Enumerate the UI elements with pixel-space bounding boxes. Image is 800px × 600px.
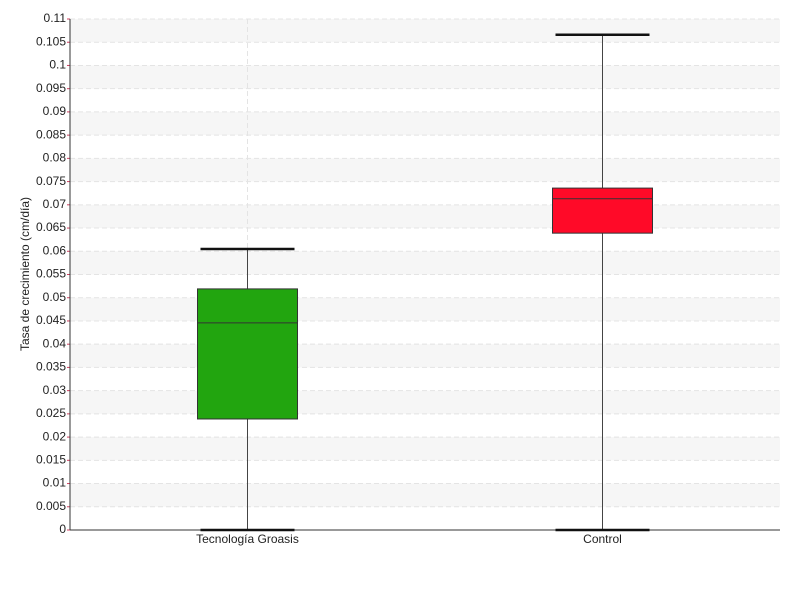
y-tick-label: 0.09 xyxy=(43,104,67,118)
y-tick-label: 0.025 xyxy=(36,406,66,420)
y-axis-label: Tasa de crecimiento (cm/día) xyxy=(18,197,32,351)
x-tick-label: Control xyxy=(583,532,622,546)
box xyxy=(197,288,298,420)
y-tick-label: 0.05 xyxy=(43,290,67,304)
y-tick-label: 0.085 xyxy=(36,127,66,141)
x-tick-label: Tecnología Groasis xyxy=(196,532,299,546)
y-tick-label: 0.03 xyxy=(43,383,67,397)
y-tick-label: 0 xyxy=(59,522,66,536)
grid-band xyxy=(70,111,780,136)
y-tick-label: 0.075 xyxy=(36,174,66,188)
grid-band xyxy=(70,204,780,229)
y-tick-label: 0.01 xyxy=(43,476,67,490)
y-tick-label: 0.07 xyxy=(43,197,67,211)
y-tick-label: 0.045 xyxy=(36,313,66,327)
grid-band xyxy=(70,344,780,368)
grid-band xyxy=(70,65,780,89)
grid-band xyxy=(70,19,780,43)
y-tick-label: 0.095 xyxy=(36,81,66,95)
y-tick-label: 0.035 xyxy=(36,360,66,374)
y-tick-label: 0.04 xyxy=(43,336,67,350)
grid-band xyxy=(70,483,780,507)
y-tick-label: 0.105 xyxy=(36,34,66,48)
grid-band xyxy=(70,437,780,461)
grid-band xyxy=(70,390,780,414)
y-tick-label: 0.055 xyxy=(36,267,66,281)
y-tick-label: 0.065 xyxy=(36,220,66,234)
y-tick-label: 0.1 xyxy=(49,58,66,72)
y-tick-label: 0.005 xyxy=(36,499,66,513)
grid-band xyxy=(70,251,780,275)
grid-band xyxy=(70,158,780,182)
y-tick-label: 0.08 xyxy=(43,151,67,165)
y-tick-label: 0.02 xyxy=(43,429,67,443)
y-tick-label: 0.11 xyxy=(44,11,67,25)
y-tick-label: 0.015 xyxy=(36,452,66,466)
grid-band xyxy=(70,297,780,321)
box xyxy=(552,187,653,234)
y-tick-label: 0.06 xyxy=(43,243,67,257)
